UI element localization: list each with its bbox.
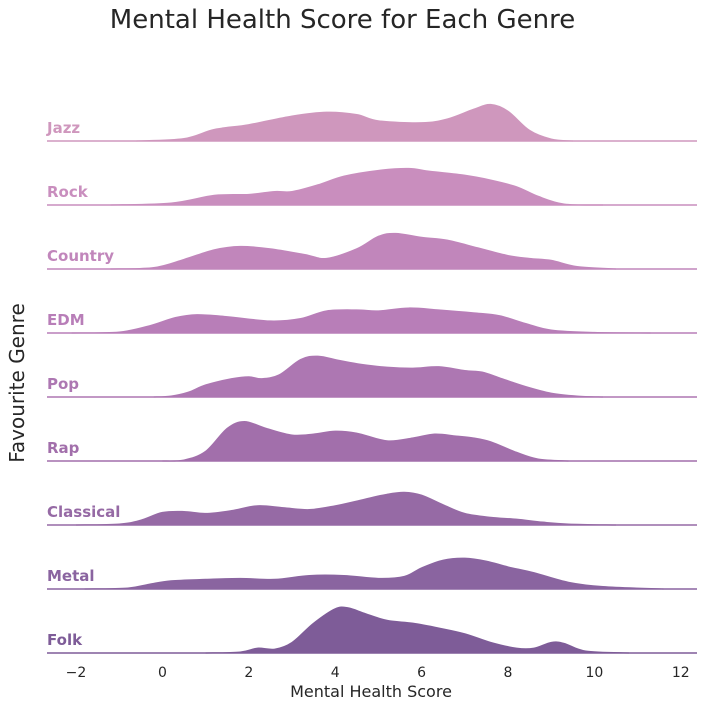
x-tick-label: −2 xyxy=(66,665,87,681)
x-tick-label: 6 xyxy=(417,665,426,681)
ridge-metal: Metal xyxy=(47,557,697,590)
genre-label-rap: Rap xyxy=(47,439,80,457)
density-outline-country xyxy=(110,232,617,270)
density-area-jazz xyxy=(136,104,573,141)
x-tick-label: 8 xyxy=(504,665,513,681)
density-outline-jazz xyxy=(136,103,573,142)
genre-label-rock: Rock xyxy=(47,183,89,201)
x-tick-label: 4 xyxy=(331,665,340,681)
genre-label-country: Country xyxy=(47,247,114,265)
density-area-rock xyxy=(110,168,604,206)
ridge-classical: Classical xyxy=(47,491,697,526)
ridge-rock: Rock xyxy=(47,167,697,206)
ridge-rap: Rap xyxy=(47,421,697,462)
ridge-jazz: Jazz xyxy=(46,103,697,142)
chart-title: Mental Health Score for Each Genre xyxy=(109,5,576,35)
genre-label-pop: Pop xyxy=(47,375,79,393)
density-area-classical xyxy=(76,492,616,525)
density-area-pop xyxy=(153,356,604,397)
ridge-folk: Folk xyxy=(47,606,697,654)
ridge-country: Country xyxy=(47,232,697,270)
x-tick-label: 12 xyxy=(672,665,690,681)
density-outline-edm xyxy=(71,307,651,334)
genre-label-classical: Classical xyxy=(47,503,120,521)
density-area-country xyxy=(110,233,616,269)
ridge-pop: Pop xyxy=(47,355,697,398)
genre-label-edm: EDM xyxy=(47,311,85,329)
density-area-edm xyxy=(71,308,651,333)
x-axis-ticks: −2 0 2 4 6 8 10 12 xyxy=(66,665,690,681)
genre-label-metal: Metal xyxy=(47,567,95,585)
density-outline-rock xyxy=(110,167,604,206)
density-area-rap xyxy=(162,421,569,462)
density-outline-classical xyxy=(75,491,617,526)
density-outline-pop xyxy=(153,355,604,398)
density-area-metal xyxy=(84,558,664,589)
density-outline-folk xyxy=(205,606,629,654)
x-tick-label: 10 xyxy=(585,665,603,681)
ridge-edm: EDM xyxy=(47,307,697,334)
genre-label-folk: Folk xyxy=(47,631,83,649)
density-area-folk xyxy=(205,607,629,653)
x-axis-label: Mental Health Score xyxy=(290,682,452,701)
density-outline-rap xyxy=(162,421,569,462)
x-tick-label: 2 xyxy=(244,665,253,681)
genre-label-jazz: Jazz xyxy=(46,119,80,137)
x-tick-label: 0 xyxy=(158,665,167,681)
density-outline-metal xyxy=(84,557,664,590)
